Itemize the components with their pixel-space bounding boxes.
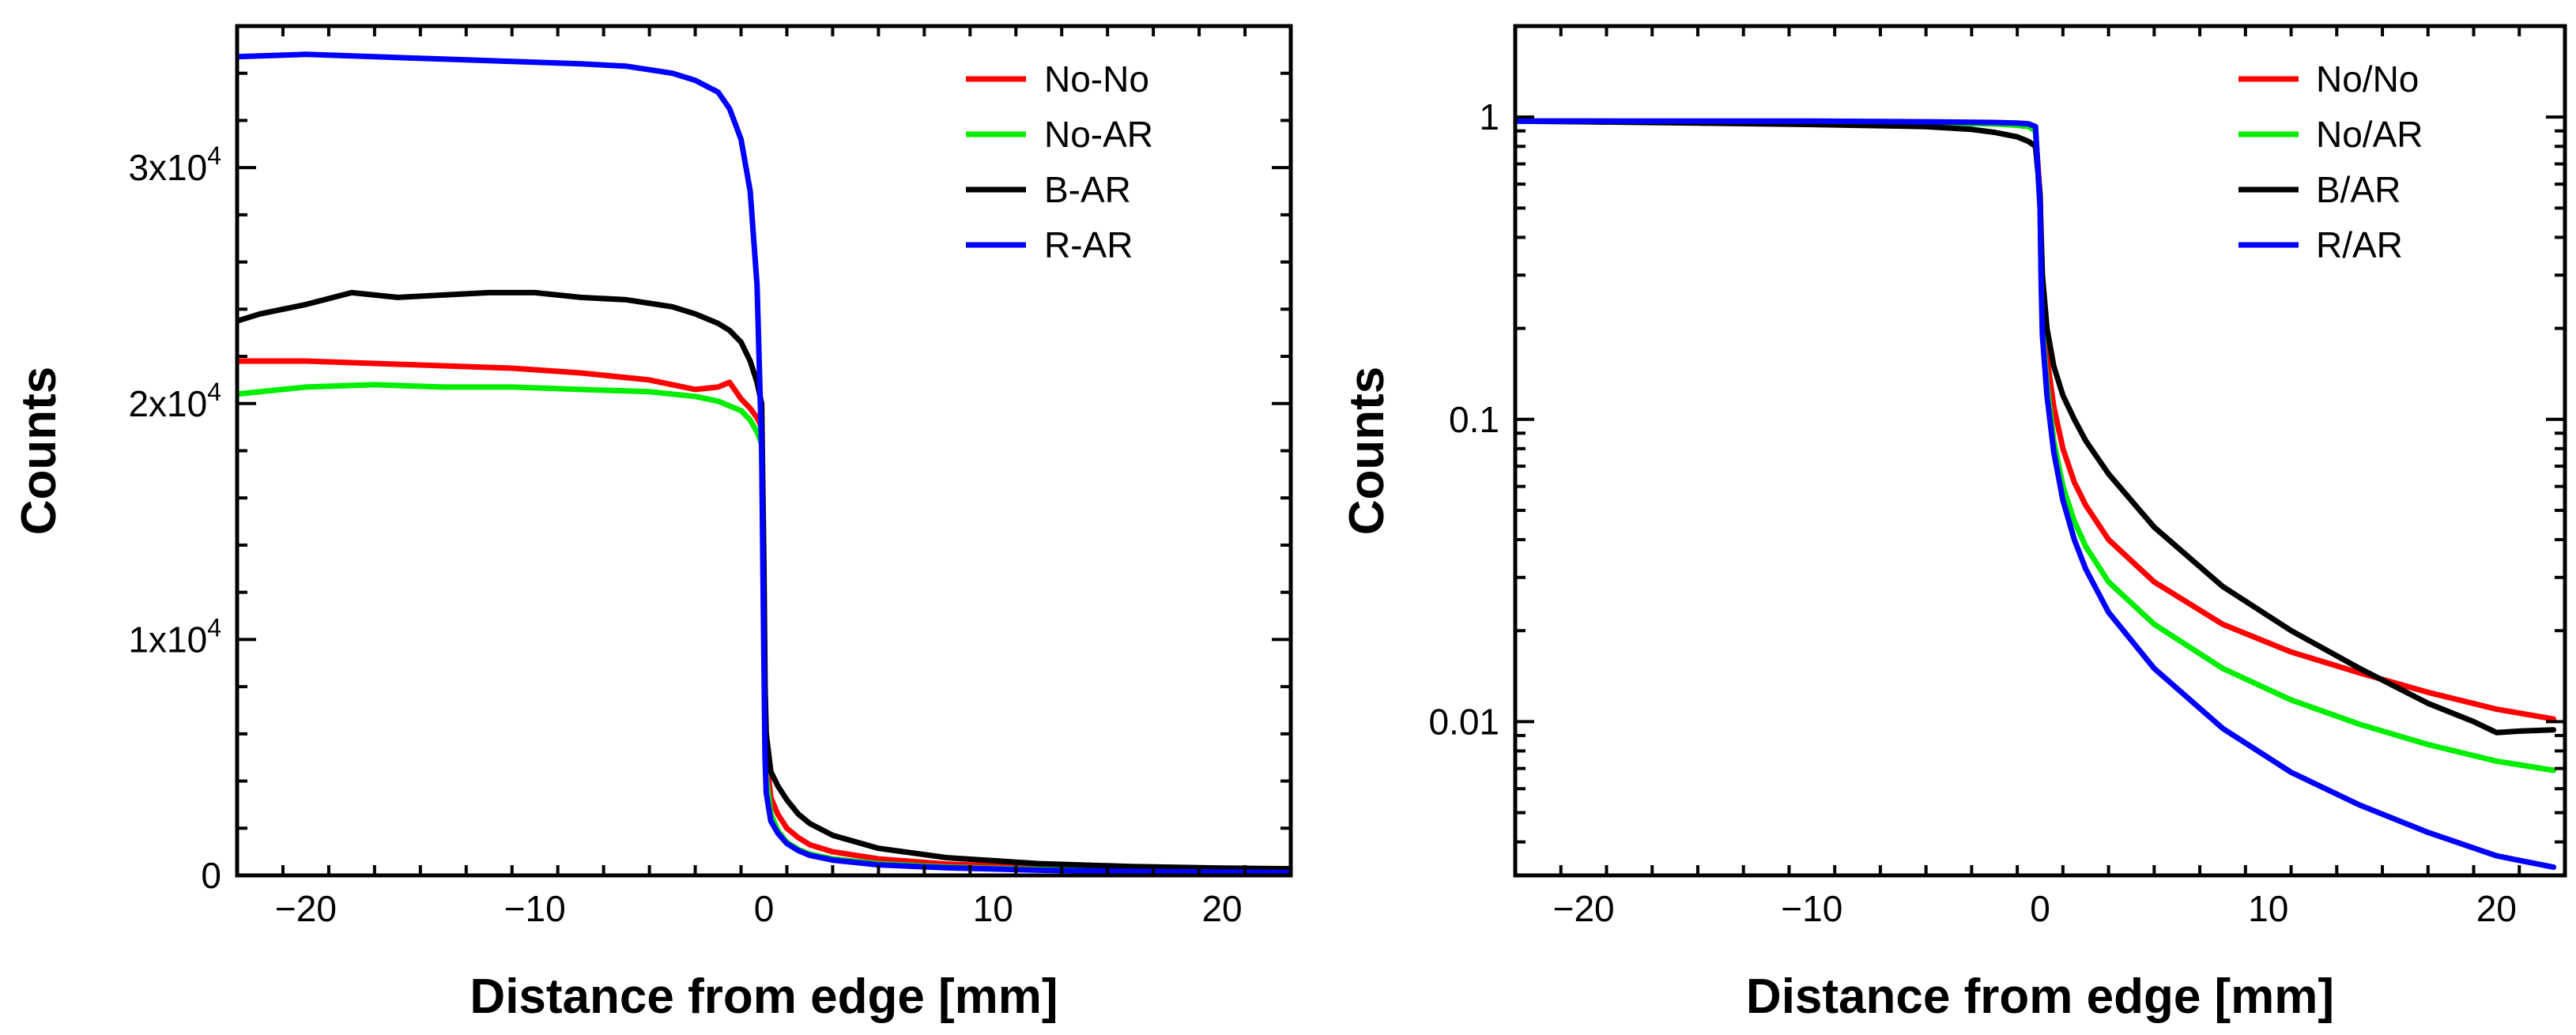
y-tick-label: 2x104 bbox=[128, 378, 221, 424]
y-tick-exponent: 4 bbox=[207, 378, 221, 406]
series-line-b-ar bbox=[1515, 118, 2557, 736]
series-group bbox=[1515, 118, 2557, 871]
y-tick-base: 1x10 bbox=[128, 619, 207, 660]
legend-label: No-AR bbox=[1044, 114, 1153, 155]
y-tick-exponent: 4 bbox=[207, 613, 221, 642]
y-tick-label: 1 bbox=[1479, 96, 1499, 137]
legend-label: R/AR bbox=[2316, 224, 2403, 265]
x-tick-label: −20 bbox=[1553, 888, 1615, 929]
legend-item: R-AR bbox=[966, 224, 1133, 265]
legend-item: B/AR bbox=[2238, 169, 2401, 210]
legend-label: No/No bbox=[2316, 58, 2419, 100]
y-tick-label: 0 bbox=[201, 855, 221, 896]
y-axis-label: Counts bbox=[12, 367, 66, 536]
series-line-r-ar bbox=[237, 51, 1291, 875]
legend-label: R-AR bbox=[1044, 224, 1133, 265]
y-tick-label: 1x104 bbox=[128, 613, 221, 660]
y-axis-label: Counts bbox=[1340, 367, 1394, 536]
legend-label: No-No bbox=[1044, 58, 1149, 100]
x-axis-label: Distance from edge [mm] bbox=[1746, 969, 2334, 1024]
ticks bbox=[1514, 24, 2567, 875]
x-tick-label: 0 bbox=[754, 888, 775, 929]
legend-item: R/AR bbox=[2238, 224, 2403, 265]
plot-frame bbox=[1513, 24, 2567, 878]
legend-label: B/AR bbox=[2316, 169, 2401, 210]
legend-item: B-AR bbox=[966, 169, 1131, 210]
legend-item: No/AR bbox=[2238, 114, 2423, 155]
x-tick-label: −10 bbox=[1781, 888, 1842, 929]
legend-item: No-AR bbox=[966, 114, 1153, 155]
x-tick-label: 10 bbox=[973, 888, 1013, 929]
y-tick-label: 3x104 bbox=[128, 141, 221, 188]
y-tick-base: 3x10 bbox=[128, 147, 207, 188]
x-tick-label: −20 bbox=[275, 888, 337, 929]
y-tick-exponent: 4 bbox=[207, 141, 221, 170]
x-axis-label: Distance from edge [mm] bbox=[470, 969, 1058, 1024]
series-group bbox=[237, 51, 1291, 875]
y-tick-label: 0.01 bbox=[1428, 701, 1499, 742]
right-chart-panel: −20 −10 0 10 20 1 0.1 0.01 Distance from edge [m… bbox=[1340, 24, 2567, 1024]
series-line-r-ar bbox=[1515, 118, 2557, 871]
legend-item: No-No bbox=[966, 58, 1149, 100]
x-tick-label: −10 bbox=[504, 888, 566, 929]
x-tick-label: 20 bbox=[1201, 888, 1242, 929]
legend-item: No/No bbox=[2238, 58, 2419, 100]
legend: No/No No/AR B/AR R/AR bbox=[2238, 58, 2423, 265]
ticks bbox=[236, 24, 1292, 877]
y-tick-base: 2x10 bbox=[128, 383, 207, 424]
x-tick-label: 20 bbox=[2476, 888, 2517, 929]
x-tick-label: 10 bbox=[2248, 888, 2288, 929]
legend: No-No No-AR B-AR R-AR bbox=[966, 58, 1153, 265]
legend-label: B-AR bbox=[1044, 169, 1131, 210]
legend-label: No/AR bbox=[2316, 114, 2423, 155]
y-tick-label: 0.1 bbox=[1449, 399, 1499, 440]
x-tick-label: 0 bbox=[2030, 888, 2050, 929]
